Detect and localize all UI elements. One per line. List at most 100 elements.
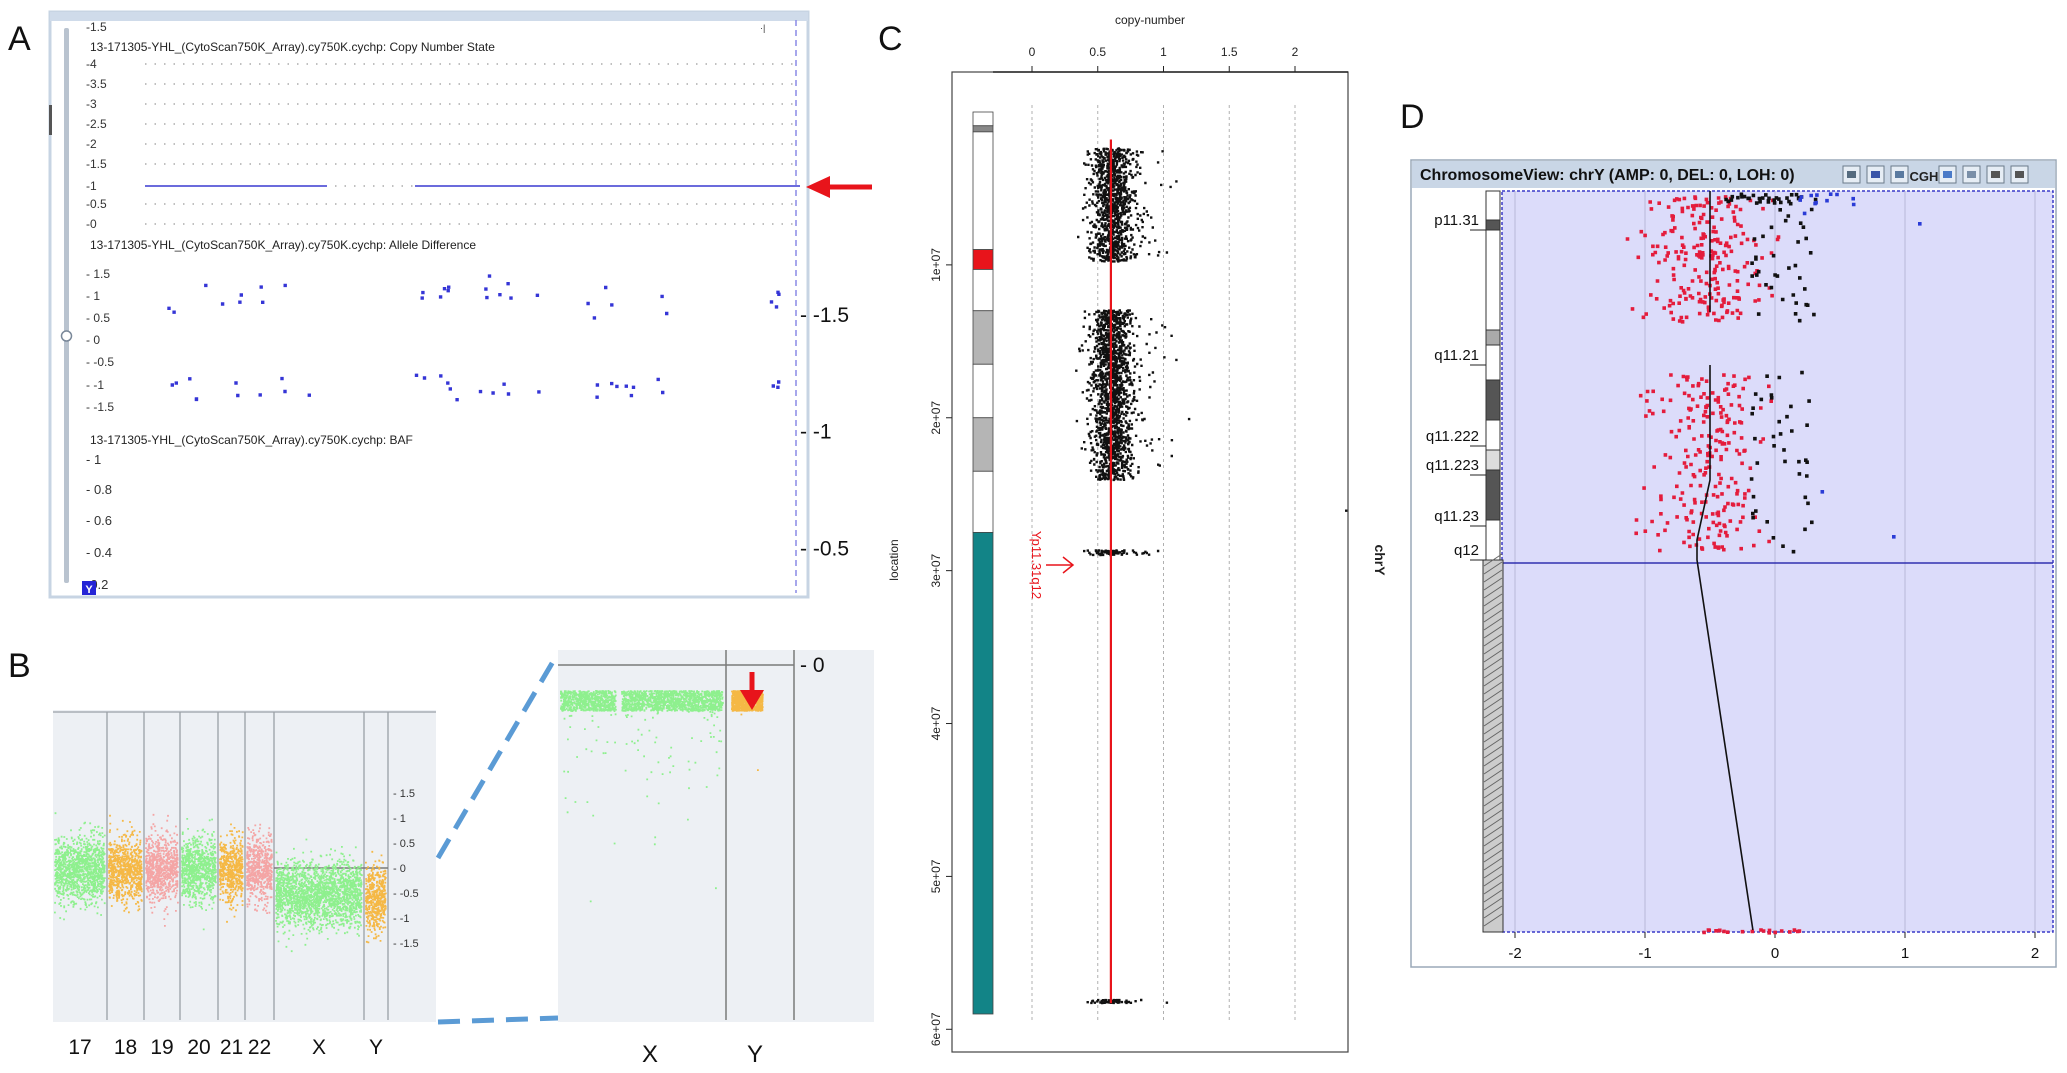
d-hatch-line xyxy=(1483,873,1503,887)
d-band-label-1: q11.21 xyxy=(1434,347,1479,364)
d-ideogram-band-4 xyxy=(1485,344,1501,381)
d-hatch-line xyxy=(1483,617,1503,631)
d-hatch-line xyxy=(1483,905,1503,919)
d-xtick-1: -1 xyxy=(1638,945,1651,962)
c-xtick-3: 1.5 xyxy=(1221,45,1238,59)
c-ytick-5: 6e+07 xyxy=(929,1012,943,1046)
c-ytick-0: 1e+07 xyxy=(929,248,943,282)
d-hatch-line xyxy=(1483,585,1503,599)
d-band-label-4: q11.23 xyxy=(1434,508,1479,525)
c-ideogram-band-0 xyxy=(972,111,994,127)
b-main-category-label-18: 18 xyxy=(114,1036,137,1059)
a-t3-tick-0: - 1 xyxy=(86,452,101,467)
panel-label-c: C xyxy=(878,20,903,58)
zoom-line-top xyxy=(435,651,561,860)
panel-a-slider-track[interactable] xyxy=(64,28,69,583)
b-zoom-ytick-1: - -0.5 xyxy=(800,537,849,560)
c-ideogram-band-4 xyxy=(972,269,994,312)
b-main-series-X-points xyxy=(275,838,363,953)
d-hatch-line xyxy=(1483,785,1503,799)
d-hatch-line xyxy=(1483,705,1503,719)
d-xtick-4: 2 xyxy=(2031,945,2039,962)
b-main-series-17 xyxy=(54,812,106,921)
d-window-title: ChromosomeView: chrY (AMP: 0, DEL: 0, LO… xyxy=(1420,167,1795,184)
b-zoom-ytick-2: - -1 xyxy=(800,421,832,444)
b-main-ytick-2: - 0.5 xyxy=(393,838,415,850)
d-hatch-line xyxy=(1483,777,1503,791)
c-annotation: Yp11.31q12 xyxy=(1029,531,1044,599)
c-y-title: location xyxy=(887,539,901,580)
d-window-button-icon-2 xyxy=(1895,171,1904,178)
c-annotation-arrow-head xyxy=(1062,556,1075,574)
c-ytick-1: 2e+07 xyxy=(929,401,943,435)
c-ideogram-band-3 xyxy=(972,249,994,270)
d-band-label-0: p11.31 xyxy=(1434,212,1479,229)
panel-d: ChromosomeView: chrY (AMP: 0, DEL: 0, LO… xyxy=(1410,159,2057,968)
panel-label-a: A xyxy=(8,20,31,58)
panel-a-topbar xyxy=(50,12,808,21)
d-window-button-icon-6 xyxy=(1991,171,2000,178)
c-xtick-4: 2 xyxy=(1292,45,1299,59)
b-main-ytick-6: - -1.5 xyxy=(393,938,419,950)
c-ideogram-band-8 xyxy=(972,470,994,533)
a-t2-tick-4: - -0.5 xyxy=(86,355,114,369)
d-hatch-line xyxy=(1483,713,1503,727)
a-t2-tick-2: - 0.5 xyxy=(86,311,110,325)
d-hatch-line xyxy=(1483,721,1503,735)
a-t3-tick-3: - 0.4 xyxy=(86,545,112,560)
panel-c: copy-number 0 0.5 1 1.5 2 1e+07 2e+07 3e+07 4e+07… xyxy=(887,13,1388,1053)
d-hatch-line xyxy=(1483,745,1503,759)
d-hatch-line xyxy=(1483,737,1503,751)
d-hatch-line xyxy=(1483,665,1503,679)
b-main-plot: 17 18 19 20 21 22 X Y - 1.5 - 1 - 0.5 - 0 - -0.5 - -1… xyxy=(53,711,436,1059)
a-t1-tick-7: -1 xyxy=(86,179,97,193)
c-ideogram-band-2 xyxy=(972,131,994,250)
c-xtick-0: 0 xyxy=(1029,45,1036,59)
d-xtick-2: 0 xyxy=(1771,945,1779,962)
a-copy-number-track: -1.5 -4 -3.5 -3 -2.5 -2 -1.5 -1 -0.5 -0 13-171305-… xyxy=(86,20,800,231)
b-main-ytick-5: - -1 xyxy=(393,913,410,925)
b-main-ytick-3: - 0 xyxy=(393,863,406,875)
d-hatch-line xyxy=(1483,681,1503,695)
d-hatch-line xyxy=(1483,849,1503,863)
b-main-series-Y-points xyxy=(365,850,387,944)
d-band-label-2: q11.222 xyxy=(1426,428,1479,445)
b-main-category-label-21: 21 xyxy=(220,1036,243,1059)
b-main-series-20-points xyxy=(181,818,217,931)
d-hatch-line xyxy=(1483,841,1503,855)
panel-label-d: D xyxy=(1400,98,1425,136)
d-ideogram-band-2 xyxy=(1485,229,1501,331)
a-t1-tick-6: -1.5 xyxy=(86,157,107,171)
d-window-button-icon-4 xyxy=(1943,171,1952,178)
b-main-series-22 xyxy=(246,823,273,914)
b-main-series-22-points xyxy=(246,823,273,914)
b-main-series-19-points xyxy=(145,813,179,927)
d-hatch-line xyxy=(1483,881,1503,895)
d-hatch-line xyxy=(1483,913,1503,927)
d-hatch-line xyxy=(1483,593,1503,607)
d-hatch-line xyxy=(1483,601,1503,615)
d-hatch-line xyxy=(1483,857,1503,871)
d-hatch-line xyxy=(1483,569,1503,583)
d-cgh-button: CGH xyxy=(1910,169,1939,184)
c-x-title: copy-number xyxy=(1115,13,1185,27)
d-xtick-0: -2 xyxy=(1508,945,1521,962)
c-ytick-3: 4e+07 xyxy=(929,706,943,740)
a-t1-tick-8: -0.5 xyxy=(86,197,107,211)
panel-label-b: B xyxy=(8,647,31,685)
d-hatch-line xyxy=(1483,697,1503,711)
a-t2-tick-6: - -1.5 xyxy=(86,400,114,414)
zoom-line-bottom xyxy=(437,1015,559,1025)
d-hatch-line xyxy=(1483,633,1503,647)
c-ytick-4: 5e+07 xyxy=(929,859,943,893)
panel-a-grip xyxy=(49,105,52,135)
chromosome-badge[interactable] xyxy=(82,581,96,595)
d-ideogram-band-7 xyxy=(1485,449,1501,471)
a-t1-marker: ·| xyxy=(760,23,765,33)
a-t2-tick-5: - -1 xyxy=(86,378,104,392)
d-hatch-line xyxy=(1483,689,1503,703)
a-t1-title: 13-171305-YHL_(CytoScan750K_Array).cy750… xyxy=(90,40,495,54)
panel-a-slider-thumb[interactable] xyxy=(60,330,73,342)
d-hatch-line xyxy=(1483,657,1503,671)
